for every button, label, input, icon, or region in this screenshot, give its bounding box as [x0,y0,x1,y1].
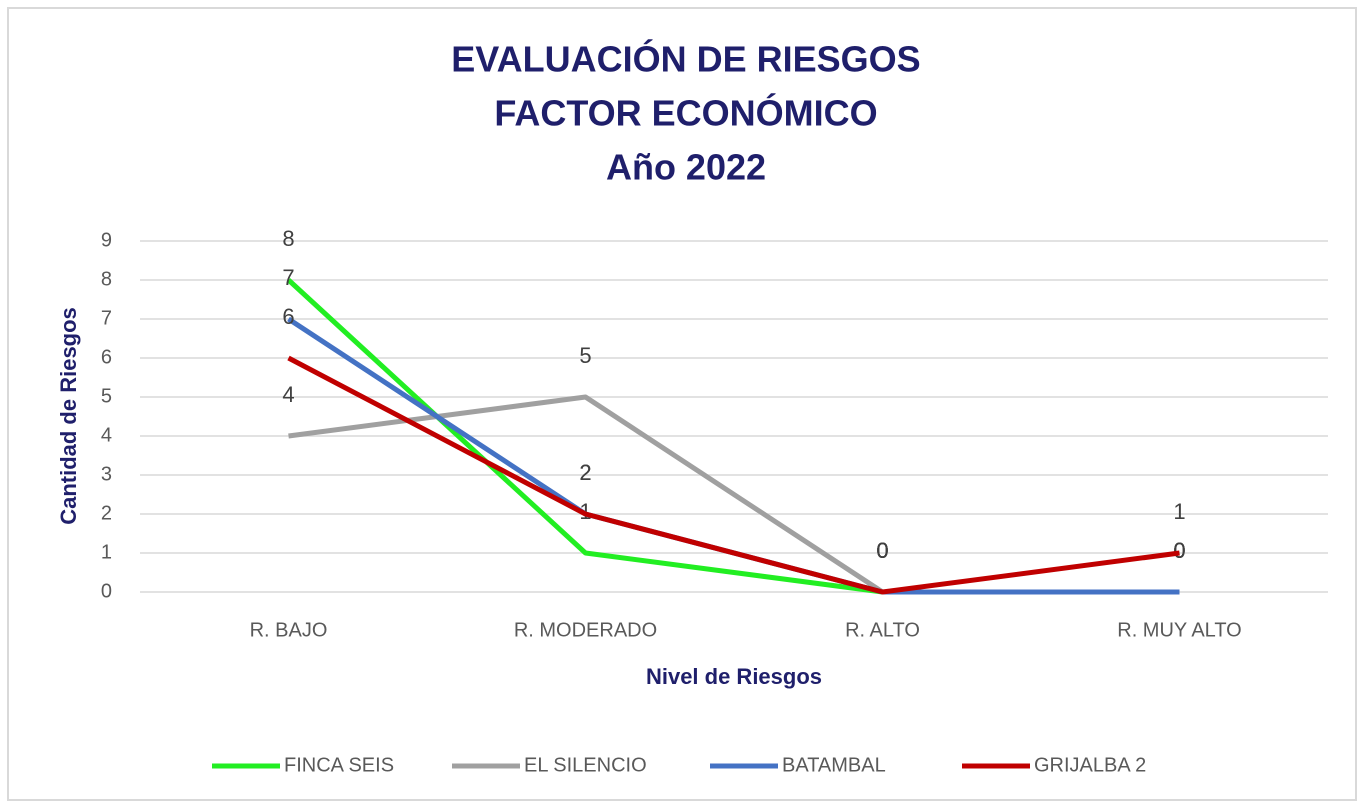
data-label: 0 [876,538,888,563]
chart-title: EVALUACIÓN DE RIESGOS [451,38,920,80]
x-tick-label: R. ALTO [845,619,920,641]
data-label: 1 [1173,499,1185,524]
y-tick-label: 7 [101,307,112,329]
y-tick-label: 5 [101,385,112,407]
y-tick-label: 9 [101,229,112,251]
chart-title: FACTOR ECONÓMICO [494,92,877,134]
legend-label: EL SILENCIO [524,754,647,776]
data-label: 0 [1173,538,1185,563]
y-tick-label: 1 [101,541,112,563]
data-label: 0 [876,538,888,563]
legend-label: FINCA SEIS [284,754,394,776]
data-label: 5 [579,343,591,368]
data-label: 2 [579,460,591,485]
series-line [287,355,1180,595]
y-tick-label: 2 [101,502,112,524]
y-tick-label: 6 [101,346,112,368]
legend-label: BATAMBAL [782,754,886,776]
y-tick-label: 0 [101,580,112,602]
y-axis-title: Cantidad de Riesgos [56,307,81,525]
x-axis-title: Nivel de Riesgos [646,664,822,689]
data-label: 8 [282,226,294,251]
x-tick-label: R. BAJO [250,619,328,641]
y-tick-label: 8 [101,268,112,290]
data-label: 0 [876,538,888,563]
data-label: 4 [282,382,294,407]
legend-label: GRIJALBA 2 [1034,754,1146,776]
y-tick-label: 3 [101,463,112,485]
y-tick-label: 4 [101,424,112,446]
data-label: 0 [1173,538,1185,563]
chart-frame [7,7,1357,801]
x-tick-label: R. MUY ALTO [1117,619,1241,641]
chart-title: Año 2022 [606,147,766,188]
data-label: 0 [1173,538,1185,563]
data-label: 7 [282,265,294,290]
data-label: 0 [876,538,888,563]
data-label: 6 [282,304,294,329]
data-label: 2 [579,460,591,485]
x-tick-label: R. MODERADO [514,619,657,641]
